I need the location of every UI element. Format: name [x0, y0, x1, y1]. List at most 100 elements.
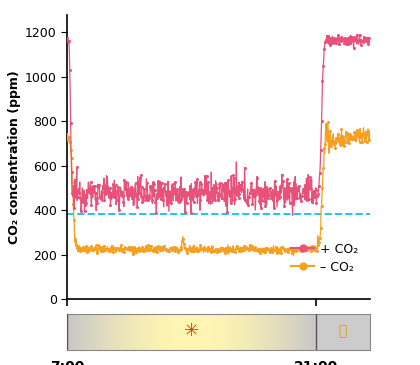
- Bar: [184, 314, 186, 350]
- Bar: [121, 314, 122, 350]
- Bar: [229, 314, 231, 350]
- Bar: [281, 314, 283, 350]
- Bar: [129, 314, 131, 350]
- Bar: [364, 314, 365, 350]
- Bar: [323, 314, 324, 350]
- Text: 21:00: 21:00: [294, 360, 339, 365]
- Bar: [163, 314, 165, 350]
- Bar: [330, 314, 331, 350]
- Legend: + CO₂, – CO₂: + CO₂, – CO₂: [286, 238, 363, 279]
- Bar: [365, 314, 366, 350]
- Bar: [279, 314, 280, 350]
- Bar: [212, 314, 213, 350]
- Bar: [194, 314, 196, 350]
- Bar: [342, 314, 343, 350]
- Bar: [268, 314, 269, 350]
- Bar: [72, 314, 74, 350]
- Bar: [176, 314, 177, 350]
- Bar: [192, 314, 193, 350]
- Bar: [70, 314, 71, 350]
- Bar: [248, 314, 249, 350]
- Bar: [341, 314, 342, 350]
- Bar: [144, 314, 146, 350]
- Bar: [290, 314, 291, 350]
- Bar: [80, 314, 81, 350]
- Bar: [320, 314, 321, 350]
- Bar: [85, 314, 86, 350]
- Bar: [195, 314, 197, 350]
- Bar: [283, 314, 284, 350]
- Bar: [75, 314, 76, 350]
- Bar: [218, 314, 219, 350]
- Bar: [356, 314, 357, 350]
- Bar: [171, 314, 172, 350]
- Bar: [118, 314, 120, 350]
- Bar: [177, 314, 178, 350]
- Bar: [322, 314, 323, 350]
- Bar: [331, 314, 332, 350]
- Bar: [324, 314, 325, 350]
- Bar: [88, 314, 90, 350]
- Bar: [169, 314, 171, 350]
- Bar: [293, 314, 294, 350]
- Bar: [181, 314, 182, 350]
- Bar: [341, 314, 342, 350]
- Bar: [297, 314, 298, 350]
- Bar: [111, 314, 112, 350]
- Bar: [208, 314, 209, 350]
- Bar: [305, 314, 307, 350]
- Bar: [363, 314, 364, 350]
- Bar: [98, 314, 100, 350]
- Bar: [231, 314, 233, 350]
- Bar: [183, 314, 184, 350]
- Bar: [193, 314, 194, 350]
- Bar: [151, 314, 152, 350]
- Bar: [226, 314, 227, 350]
- Bar: [94, 314, 96, 350]
- Bar: [188, 314, 189, 350]
- Bar: [164, 314, 166, 350]
- Bar: [234, 314, 236, 350]
- Bar: [159, 314, 161, 350]
- Bar: [284, 314, 285, 350]
- Bar: [286, 314, 288, 350]
- Bar: [84, 314, 85, 350]
- Bar: [233, 314, 234, 350]
- Bar: [120, 314, 121, 350]
- Bar: [327, 314, 328, 350]
- Bar: [289, 314, 290, 350]
- Bar: [115, 314, 116, 350]
- Bar: [239, 314, 241, 350]
- Bar: [325, 314, 326, 350]
- Bar: [74, 314, 75, 350]
- Bar: [207, 314, 208, 350]
- Bar: [349, 314, 350, 350]
- Bar: [133, 314, 135, 350]
- Bar: [356, 314, 357, 350]
- Bar: [91, 314, 92, 350]
- Bar: [334, 314, 335, 350]
- Bar: [318, 314, 319, 350]
- Bar: [141, 314, 142, 350]
- Bar: [222, 314, 223, 350]
- Bar: [315, 314, 316, 350]
- Bar: [228, 314, 229, 350]
- Bar: [316, 314, 317, 350]
- Bar: [323, 314, 324, 350]
- Bar: [255, 314, 257, 350]
- Bar: [254, 314, 255, 350]
- Bar: [76, 314, 77, 350]
- Bar: [197, 314, 198, 350]
- Bar: [105, 314, 106, 350]
- Bar: [297, 314, 299, 350]
- Bar: [199, 314, 201, 350]
- Bar: [143, 314, 144, 350]
- Bar: [274, 314, 276, 350]
- Bar: [306, 314, 308, 350]
- Bar: [116, 314, 117, 350]
- Bar: [179, 314, 181, 350]
- Bar: [353, 314, 354, 350]
- Bar: [360, 314, 361, 350]
- Bar: [153, 314, 155, 350]
- Bar: [294, 314, 295, 350]
